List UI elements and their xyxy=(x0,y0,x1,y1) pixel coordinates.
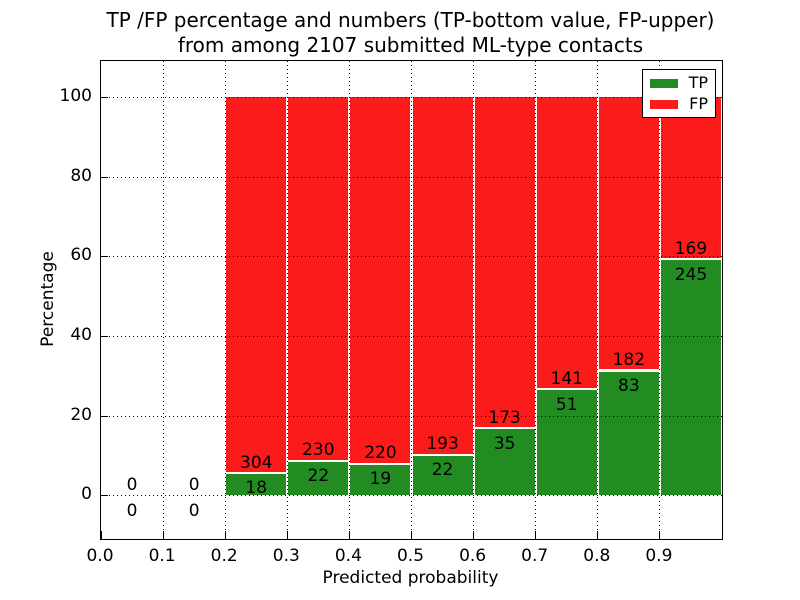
x-tick-mark xyxy=(535,531,537,539)
x-tick-label: 0.4 xyxy=(334,546,362,566)
tp-bar-segment xyxy=(288,459,349,496)
fp-count-label: 182 xyxy=(612,350,646,371)
x-tick-mark xyxy=(162,531,164,539)
x-tick-label: 0.7 xyxy=(521,546,549,566)
tp-bar-segment xyxy=(598,369,659,496)
x-tick-mark xyxy=(597,531,599,539)
x-tick-label: 0.8 xyxy=(583,546,611,566)
x-axis-label: Predicted probability xyxy=(322,568,499,588)
y-tick-mark xyxy=(101,176,108,178)
fp-bar-segment xyxy=(288,96,349,460)
chart-title-line2: from among 2107 submitted ML-type contac… xyxy=(177,33,644,57)
gridline-horizontal xyxy=(101,495,722,497)
x-tick-mark xyxy=(100,531,102,539)
y-tick-mark xyxy=(101,495,108,497)
gridline-horizontal xyxy=(101,415,722,417)
x-tick-label: 0.3 xyxy=(272,546,300,566)
tp-bar-segment xyxy=(536,388,597,496)
tp-count-label: 0 xyxy=(126,500,138,521)
x-tick-label: 0.0 xyxy=(86,546,114,566)
gridline-horizontal xyxy=(101,96,722,98)
fp-count-label: 169 xyxy=(674,239,708,259)
fp-bar-segment xyxy=(226,96,287,472)
y-tick-label: 20 xyxy=(70,404,92,425)
legend: TP FP xyxy=(642,69,716,118)
fp-count-label: 230 xyxy=(302,440,335,461)
x-tick-label: 0.9 xyxy=(645,546,673,566)
tp-count-label: 18 xyxy=(245,478,268,499)
y-tick-mark xyxy=(101,256,108,258)
tp-count-label: 35 xyxy=(493,433,516,454)
fp-count-label: 193 xyxy=(426,434,459,455)
tp-count-label: 19 xyxy=(369,469,392,490)
fp-count-label: 0 xyxy=(188,474,200,495)
fp-bar-segment xyxy=(350,96,411,463)
tp-bar-segment xyxy=(350,462,411,496)
tp-count-label: 22 xyxy=(431,460,454,481)
plot-area: TP FP 0 0 0 0 304 18 230 22 220 19 193 22 173 35 141 51… xyxy=(100,60,723,540)
y-tick-label: 40 xyxy=(70,324,92,345)
gridline-vertical xyxy=(473,61,475,539)
y-tick-mark xyxy=(101,335,108,337)
tp-count-label: 83 xyxy=(618,376,640,397)
fp-bar-segment xyxy=(598,96,659,370)
x-tick-label: 0.2 xyxy=(210,546,238,566)
y-tick-label: 60 xyxy=(70,245,92,266)
fp-legend-label: FP xyxy=(689,94,708,113)
tp-legend-swatch xyxy=(650,78,678,88)
gridline-vertical xyxy=(411,61,412,539)
gridline-vertical xyxy=(286,61,288,539)
legend-item-fp: FP xyxy=(650,96,708,112)
x-tick-mark xyxy=(286,531,288,539)
y-tick-label: 0 xyxy=(81,484,92,505)
gridline-vertical xyxy=(224,61,226,539)
chart-title: TP /FP percentage and numbers (TP-bottom… xyxy=(100,8,721,58)
gridline-vertical xyxy=(162,61,164,539)
x-tick-label: 0.6 xyxy=(459,546,487,566)
y-tick-mark xyxy=(101,96,108,98)
x-tick-mark xyxy=(659,531,661,539)
x-tick-mark xyxy=(411,531,412,539)
x-tick-mark xyxy=(224,531,226,539)
fp-count-label: 173 xyxy=(488,407,521,428)
tp-bar-segment xyxy=(226,471,287,496)
tp-count-label: 245 xyxy=(674,264,708,285)
fp-count-label: 220 xyxy=(364,443,397,464)
fp-count-label: 141 xyxy=(550,368,583,389)
tp-count-label: 0 xyxy=(188,500,200,521)
fp-count-label: 304 xyxy=(240,452,273,473)
chart-title-line1: TP /FP percentage and numbers (TP-bottom… xyxy=(106,8,715,32)
tp-bar-segment xyxy=(660,258,721,496)
fp-legend-swatch xyxy=(650,99,678,109)
gridline-horizontal xyxy=(101,176,722,178)
x-tick-mark xyxy=(348,531,350,539)
gridline-vertical xyxy=(597,61,599,539)
gridline-horizontal xyxy=(101,335,722,337)
y-tick-mark xyxy=(101,415,108,417)
fp-count-label: 0 xyxy=(126,474,138,495)
fp-bar-segment xyxy=(474,96,535,428)
tp-legend-label: TP xyxy=(688,73,708,92)
gridline-vertical xyxy=(535,61,537,539)
fp-bar-segment xyxy=(536,96,597,389)
tp-count-label: 51 xyxy=(555,394,578,415)
tp-bar-segment xyxy=(474,427,535,496)
x-tick-label: 0.1 xyxy=(148,546,176,566)
x-tick-label: 0.5 xyxy=(396,546,425,566)
fp-bar-segment xyxy=(412,96,473,454)
gridline-horizontal xyxy=(101,256,722,258)
x-tick-mark xyxy=(473,531,475,539)
legend-item-tp: TP xyxy=(650,75,708,91)
gridline-vertical xyxy=(659,61,661,539)
y-tick-label: 80 xyxy=(70,165,92,186)
tp-count-label: 22 xyxy=(307,466,330,487)
gridline-vertical xyxy=(348,61,350,539)
fp-bar-segment xyxy=(660,96,721,259)
tp-bar-segment xyxy=(412,453,473,496)
y-tick-label: 100 xyxy=(59,85,92,106)
